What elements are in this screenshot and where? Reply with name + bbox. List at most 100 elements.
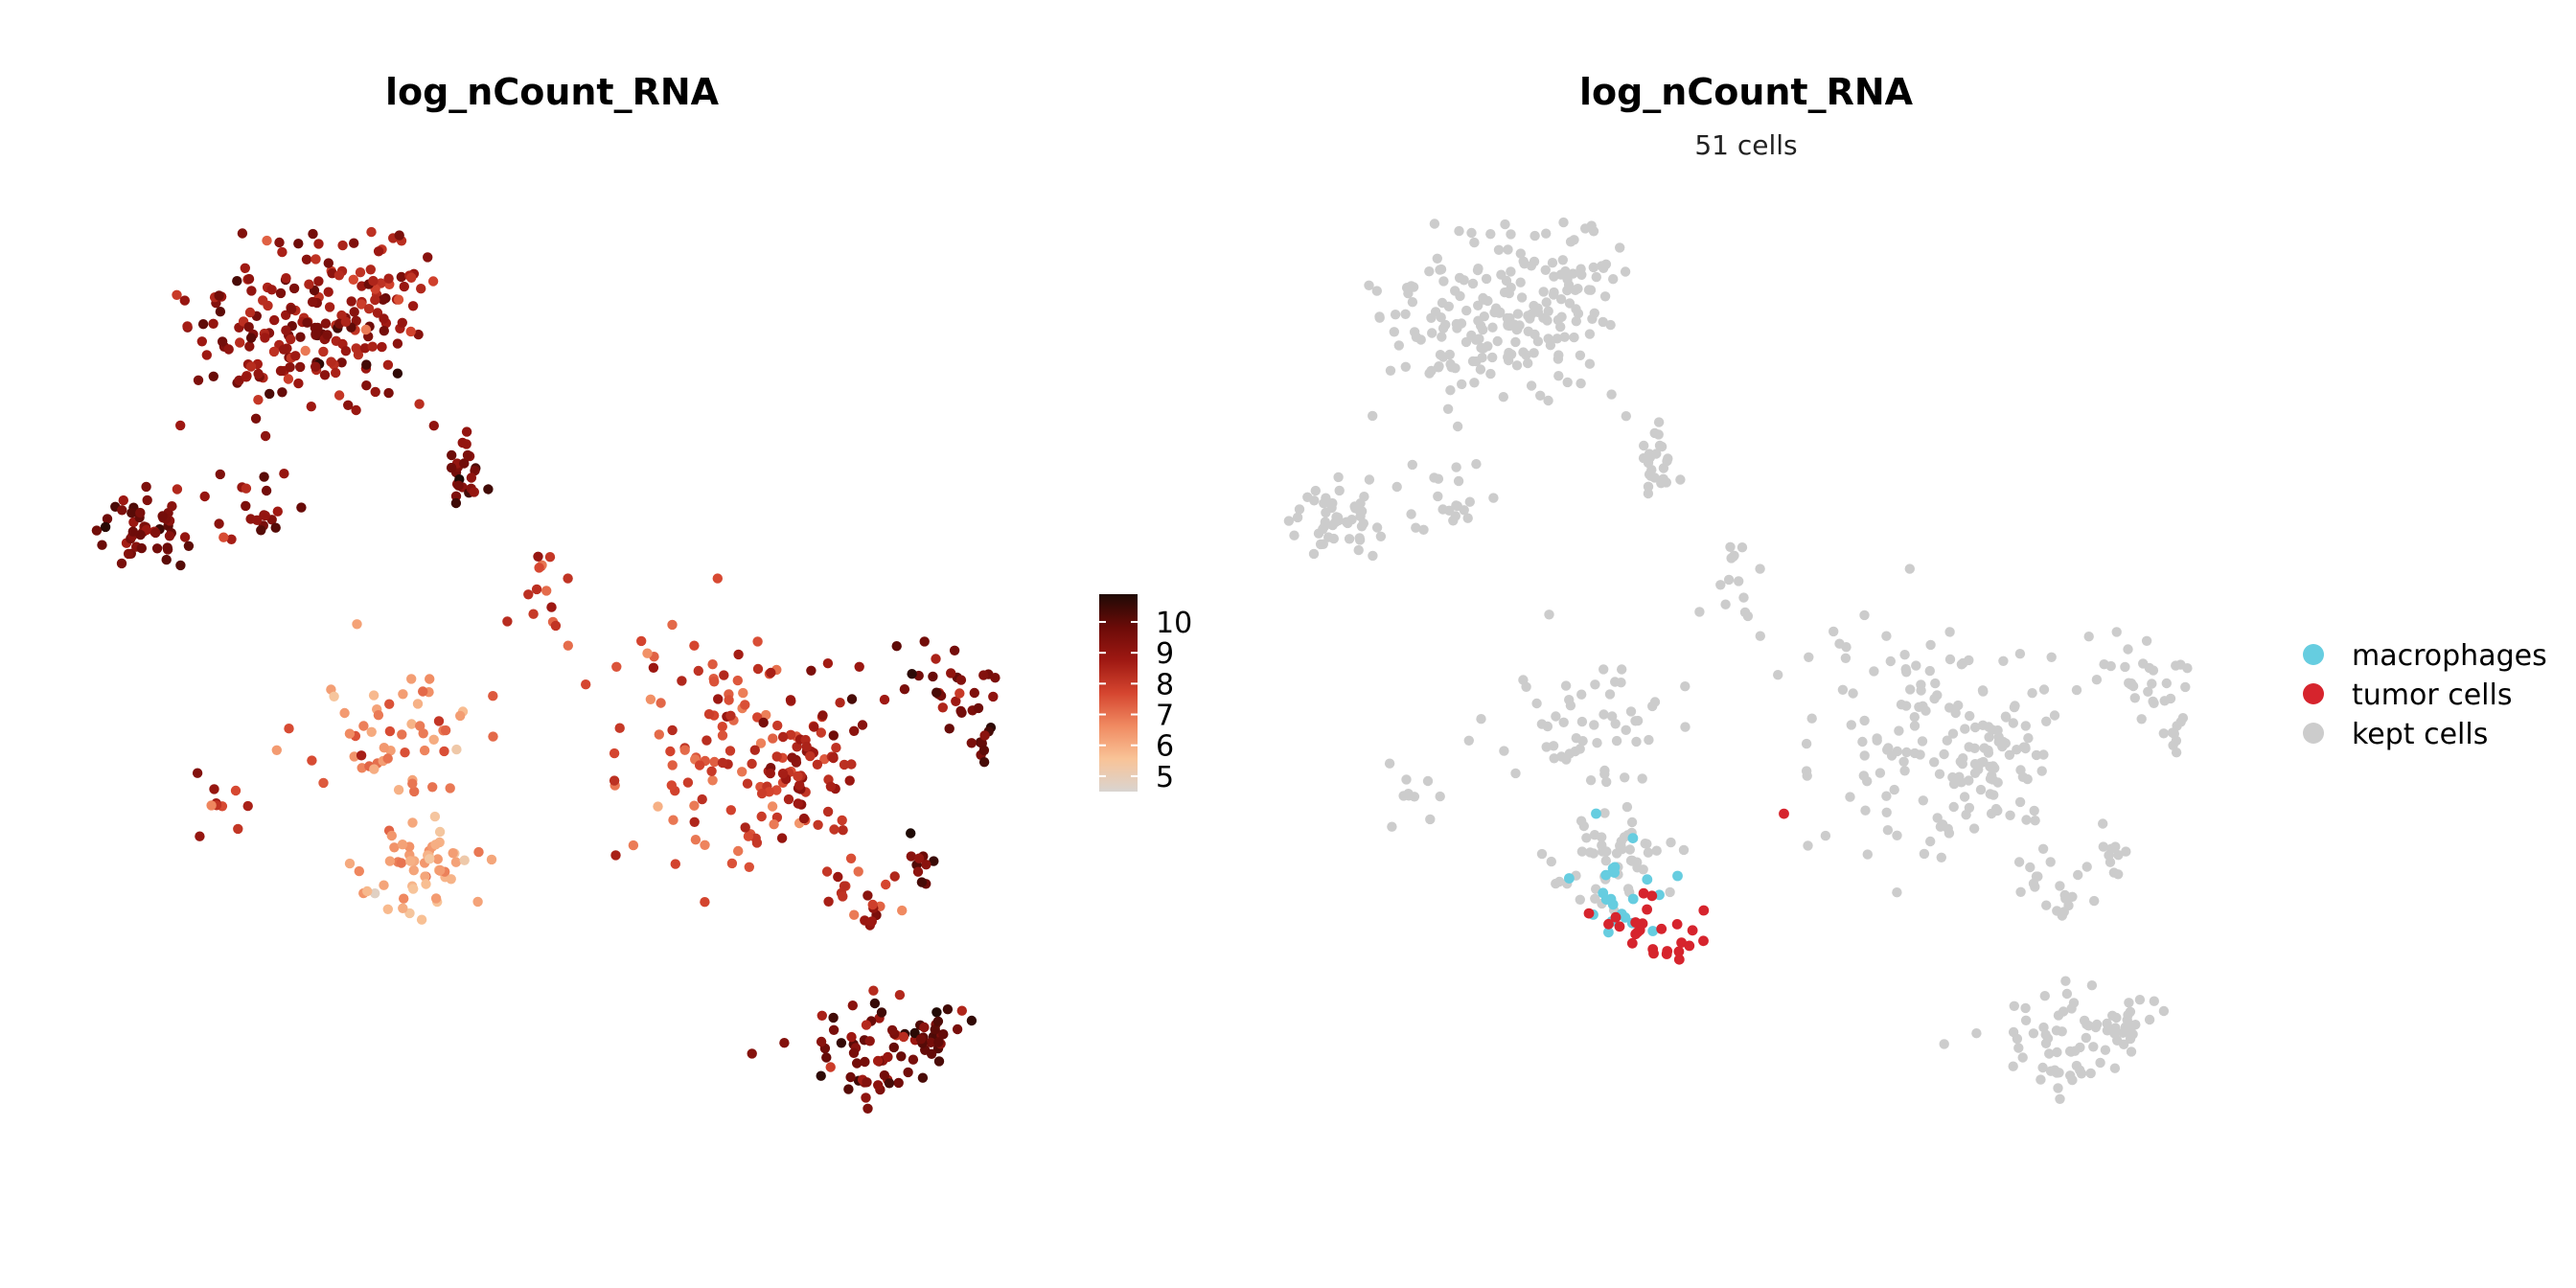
right-point-kept [1860, 805, 1871, 816]
right-title: log_nCount_RNA [1579, 71, 1914, 113]
right-point-kept [2059, 889, 2070, 901]
left-point [908, 1054, 919, 1065]
left-point [416, 284, 426, 294]
right-point-macrophages [1647, 926, 1659, 936]
right-point-kept [1343, 518, 1353, 529]
right-point-kept [1979, 743, 1990, 753]
right-point-kept [2088, 1042, 2099, 1052]
right-point-kept [1886, 750, 1898, 761]
left-point [275, 288, 287, 299]
left-point [406, 719, 417, 729]
left-point [135, 507, 146, 518]
right-point-kept [1599, 808, 1610, 818]
right-point-kept [1932, 813, 1943, 823]
left-point [907, 669, 917, 679]
right-point-kept [1964, 742, 1974, 752]
right-point-macrophages [1591, 808, 1601, 819]
left-point [268, 346, 280, 357]
right-point-kept [2111, 627, 2122, 637]
right-point-kept [1546, 856, 1557, 867]
right-point-kept [2126, 1027, 2136, 1038]
right-point-kept [1451, 462, 1461, 472]
left-point [805, 750, 816, 762]
right-point-kept [1589, 720, 1599, 730]
left-point [398, 903, 408, 913]
left-point [366, 726, 377, 737]
right-point-kept [2013, 1043, 2024, 1053]
right-point-tumor-cells [1610, 911, 1622, 923]
right-point-kept [2037, 843, 2049, 854]
right-point-kept [2149, 698, 2159, 708]
right-point-kept [1334, 485, 1345, 496]
right-point-kept [1462, 513, 1473, 523]
left-point [742, 778, 753, 789]
left-point [362, 886, 373, 897]
left-point [740, 700, 750, 710]
right-point-kept [1736, 542, 1748, 553]
right-point-kept [1939, 748, 1949, 760]
left-point [868, 985, 879, 996]
left-point [318, 777, 329, 789]
left-point [266, 285, 277, 295]
left-point [427, 782, 438, 793]
right-point-kept [1894, 725, 1904, 736]
left-point [329, 691, 339, 702]
right-point-kept [1645, 471, 1656, 481]
right-point-kept [1837, 684, 1849, 695]
right-point-kept [1723, 574, 1735, 586]
left-point [838, 825, 848, 836]
right-point-kept [1557, 255, 1569, 265]
right-point-kept [1975, 784, 1987, 795]
right-point-kept [1598, 846, 1608, 857]
left-point [954, 688, 965, 699]
right-point-kept [2049, 710, 2060, 721]
right-point-kept [2008, 1061, 2018, 1071]
left-point [393, 294, 404, 305]
right-point-kept [2099, 659, 2109, 670]
left-point [693, 665, 703, 677]
right-point-kept [1607, 711, 1618, 722]
left-point [769, 819, 779, 830]
left-point [271, 745, 282, 755]
left-point [872, 1055, 884, 1067]
left-point [756, 811, 767, 822]
left-point [628, 840, 639, 851]
left-point [340, 346, 352, 356]
right-point-tumor-cells [1698, 935, 1709, 947]
right-point-kept [2036, 766, 2047, 776]
legend-key-macrophages [2303, 644, 2324, 665]
left-point [256, 525, 266, 536]
right-point-tumor-cells [1638, 887, 1649, 899]
right-point-kept [1576, 689, 1587, 700]
left-point [862, 1077, 872, 1088]
right-point-kept [1453, 475, 1464, 487]
right-point-kept [1344, 534, 1355, 544]
right-point-kept [1387, 821, 1397, 832]
right-point-kept [1881, 807, 1892, 817]
left-point [408, 884, 419, 894]
right-point-kept [1889, 784, 1899, 795]
left-point [828, 730, 839, 741]
right-point-kept [1548, 741, 1559, 751]
left-point [344, 858, 356, 869]
right-point-kept [1483, 341, 1493, 352]
left-point [689, 816, 700, 827]
left-point [379, 326, 389, 336]
right-point-kept [2108, 867, 2120, 878]
left-point [199, 491, 210, 502]
right-point-kept [1433, 362, 1444, 373]
left-point [899, 684, 910, 695]
left-point [310, 361, 321, 372]
right-point-kept [1627, 855, 1638, 866]
right-point-kept [1424, 266, 1435, 277]
right-point-kept [2141, 635, 2152, 646]
right-point-kept [2008, 1026, 2019, 1038]
left-point [361, 380, 372, 391]
right-point-kept [1538, 287, 1549, 297]
right-point-kept [1471, 459, 1482, 470]
right-point-kept [2090, 1022, 2102, 1033]
right-point-kept [1499, 746, 1509, 756]
right-point-kept [1644, 734, 1654, 746]
left-point [956, 707, 967, 718]
